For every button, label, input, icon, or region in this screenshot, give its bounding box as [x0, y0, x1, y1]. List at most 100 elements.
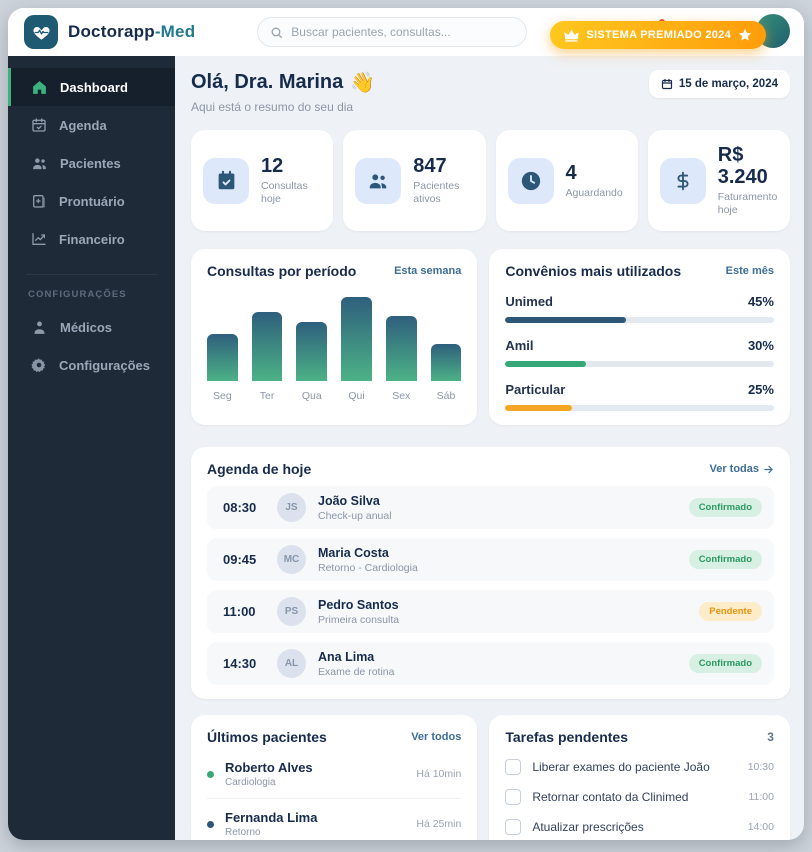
stat-label: Aguardando [565, 186, 623, 199]
sidebar-item-agenda[interactable]: Agenda [8, 106, 175, 144]
insurance-percent: 45% [747, 294, 774, 310]
progress-fill [505, 317, 627, 324]
stat-value: 12 [261, 155, 284, 177]
patient-time: Há 10min [416, 768, 462, 781]
axis-tick: Sex [392, 390, 411, 403]
insurance-name: Particular [505, 382, 566, 398]
greeting-text: Olá, Dra. Marina [191, 71, 344, 93]
greeting-subtitle: Aqui está o resumo do seu dia [191, 100, 354, 114]
axis-tick: Ter [259, 390, 275, 403]
patient-detail: Retorno [225, 827, 261, 839]
dollar-icon [659, 157, 706, 204]
chart-title: Consultas por período [207, 263, 357, 280]
sidebar-item-pacientes[interactable]: Pacientes [8, 144, 175, 182]
stat-label: Faturamento hoje [717, 191, 778, 217]
stat-card-consultas: 12 Consultas hoje [191, 130, 334, 232]
task-label: Liberar exames do paciente João [532, 760, 710, 775]
task-checkbox[interactable] [505, 819, 522, 836]
status-badge: Confirmado [688, 550, 762, 570]
sidebar-item-configuracoes[interactable]: Configurações [8, 346, 175, 384]
tasks-title: Tarefas pendentes [505, 729, 628, 746]
progress-fill [505, 361, 586, 368]
sidebar: Dashboard Agenda Pacientes Prontuário [8, 56, 175, 840]
agenda-row[interactable]: 09:45 MC Maria Costa Retorno - Cardiolog… [207, 538, 774, 582]
sidebar-item-medicos[interactable]: Médicos [8, 308, 175, 346]
task-checkbox[interactable] [505, 789, 522, 806]
convenios-period-link[interactable]: Este mês [725, 265, 774, 278]
bar-chart [207, 297, 462, 382]
axis-tick: Sáb [436, 390, 456, 403]
insurance-row: Unimed 45% [505, 294, 774, 324]
patient-time: Há 25min [416, 818, 462, 831]
sidebar-item-label: Agenda [59, 117, 107, 133]
sidebar-item-prontuario[interactable]: Prontuário [8, 182, 175, 220]
stat-value: R$ 3.240 [717, 144, 768, 188]
task-checkbox[interactable] [505, 759, 522, 776]
main-content: Olá, Dra. Marina 👋 Aqui está o resumo do… [175, 56, 804, 840]
agenda-card: Agenda de hoje Ver todas 08:30 JS João S… [191, 447, 790, 700]
patients-view-all-link[interactable]: Ver todos [411, 731, 462, 744]
task-row: Liberar exames do paciente João 10:30 [505, 759, 774, 776]
insurance-row: Amil 30% [505, 338, 774, 368]
patient-name: Maria Costa [318, 545, 389, 560]
award-banner: SISTEMA PREMIADO 2024 [550, 21, 766, 49]
bar-sab [430, 344, 462, 382]
stat-card-faturamento: R$ 3.240 Faturamento hoje [647, 130, 790, 232]
bar-chart-labels: Seg Ter Qua Qui Sex Sáb [207, 390, 461, 402]
agenda-row[interactable]: 11:00 PS Pedro Santos Primeira consulta … [207, 590, 774, 634]
patient-name: Roberto Alves [225, 760, 313, 776]
appointment-detail: Retorno - Cardiologia [318, 561, 418, 574]
status-badge: Confirmado [688, 654, 762, 674]
sidebar-item-financeiro[interactable]: Financeiro [8, 220, 175, 258]
patient-row[interactable]: Fernanda Lima Retorno Há 25min [207, 799, 461, 840]
appointment-detail: Exame de rotina [318, 665, 395, 678]
convenios-card: Convênios mais utilizados Este mês Unime… [489, 249, 790, 426]
clock-icon [507, 157, 554, 204]
appointment-time: 11:00 [223, 604, 256, 620]
task-row: Atualizar prescrições 14:00 [505, 819, 774, 836]
doctor-icon [31, 319, 48, 336]
task-time: 10:30 [747, 761, 774, 774]
appointment-detail: Check-up anual [318, 509, 392, 522]
chart-period-link[interactable]: Esta semana [394, 265, 462, 278]
agenda-row[interactable]: 08:30 JS João Silva Check-up anual Confi… [207, 486, 774, 530]
appointment-time: 09:45 [223, 552, 257, 568]
status-badge: Confirmado [688, 498, 762, 518]
page-title: Olá, Dra. Marina 👋 [191, 70, 375, 95]
bar-seg [207, 334, 238, 382]
calendar-icon [661, 78, 673, 90]
recent-patients-title: Últimos pacientes [207, 729, 327, 746]
users-icon [31, 155, 48, 172]
agenda-row[interactable]: 14:30 AL Ana Lima Exame de rotina Confir… [207, 642, 774, 686]
calendar-check-icon [203, 157, 249, 204]
bar-qua [296, 322, 328, 382]
consultas-chart-card: Consultas por período Esta semana Seg Te… [191, 249, 478, 426]
appointment-time: 14:30 [223, 656, 257, 672]
sidebar-item-dashboard[interactable]: Dashboard [8, 68, 175, 106]
status-dot [207, 770, 214, 778]
avatar: PS [277, 597, 306, 627]
avatar: MC [277, 545, 306, 575]
task-time: 14:00 [747, 821, 774, 834]
stat-label: Consultas hoje [261, 180, 308, 206]
insurance-row: Particular 25% [505, 382, 774, 412]
chart-line-icon [31, 231, 47, 247]
stats-row: 12 Consultas hoje 847 Pacientes ativos [191, 130, 790, 232]
search-input[interactable] [291, 25, 515, 39]
home-icon [31, 79, 48, 96]
task-row: Retornar contato da Clinimed 11:00 [505, 789, 774, 806]
sidebar-item-label: Financeiro [59, 231, 125, 247]
global-search [257, 17, 528, 47]
app-title-accent: -Med [154, 22, 196, 41]
brand: Doctorapp-Med [24, 15, 195, 49]
progress-track [505, 361, 774, 368]
task-time: 11:00 [748, 791, 774, 804]
patient-name: Ana Lima [318, 649, 375, 664]
agenda-title: Agenda de hoje [207, 461, 312, 478]
stat-card-aguardando: 4 Aguardando [495, 130, 638, 232]
progress-track [505, 405, 774, 412]
patient-row[interactable]: Roberto Alves Cardiologia Há 10min [207, 749, 462, 800]
agenda-view-all-link[interactable]: Ver todas [709, 463, 774, 475]
axis-tick: Seg [213, 390, 232, 403]
appointment-time: 08:30 [223, 500, 257, 516]
